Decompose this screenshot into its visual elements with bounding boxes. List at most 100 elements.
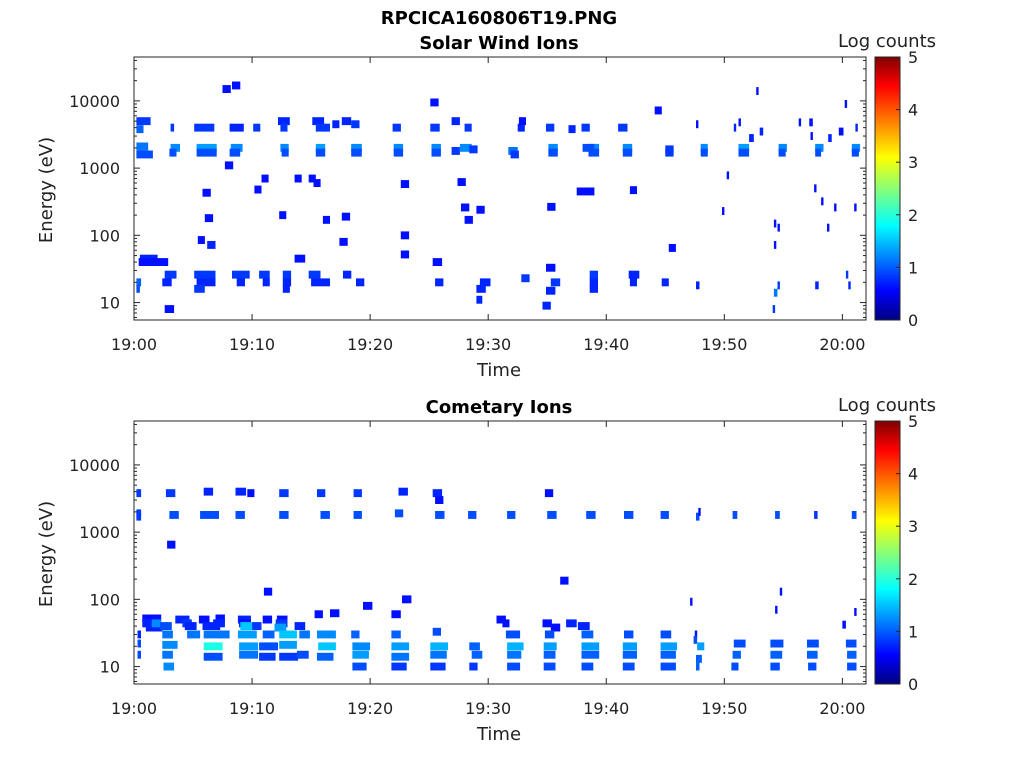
spectrogram-cell [660, 630, 672, 639]
spectrogram-cell [851, 511, 857, 519]
spectrogram-cell [196, 143, 217, 152]
spectrogram-cell [476, 205, 485, 214]
cometary-colorbar-label: Log counts [838, 395, 936, 416]
spectrogram-cell [138, 258, 169, 266]
spectrogram-cell [693, 635, 698, 644]
spectrogram-cell [198, 615, 210, 624]
spectrogram-cell [432, 258, 443, 266]
spectrogram-cell [629, 186, 637, 195]
spectrogram-cell [510, 150, 519, 159]
spectrogram-cell [353, 489, 362, 498]
spectrogram-cell [581, 662, 594, 671]
spectrogram-cell [502, 619, 510, 628]
spectrogram-cell [844, 100, 848, 108]
spectrogram-cell [548, 143, 558, 152]
spectrogram-cell [259, 270, 270, 279]
spectrogram-cell [560, 576, 569, 585]
spectrogram-cell [660, 642, 678, 651]
spectrogram-cell [851, 148, 859, 157]
spectrogram-cell [169, 511, 179, 519]
solar-wind-title: Solar Wind Ions [419, 33, 578, 54]
spectrogram-cell [566, 619, 577, 628]
spectrogram-cell [809, 118, 813, 127]
colorbar [874, 420, 901, 685]
spectrogram-cell [548, 148, 558, 157]
spectrogram-cell [312, 117, 325, 126]
spectrogram-cell [582, 143, 595, 152]
spectrogram-cell [253, 123, 261, 132]
spectrogram-cell [431, 143, 441, 152]
spectrogram-cell [464, 215, 473, 224]
spectrogram-cell [351, 630, 360, 639]
spectrogram-cell [430, 98, 439, 107]
spectrogram-cell [854, 203, 857, 212]
spectrogram-cell [770, 662, 780, 671]
spectrogram-cell [203, 642, 223, 651]
spectrogram-cell [137, 650, 141, 659]
spectrogram-cell [254, 185, 262, 194]
spectrogram-cell [435, 278, 444, 287]
spectrogram-cell [854, 608, 857, 616]
spectrogram-cell [308, 174, 316, 183]
spectrogram-cell [628, 270, 640, 279]
spectrogram-cell [315, 123, 326, 132]
colorbar [874, 56, 901, 321]
spectrogram-cell [296, 650, 309, 659]
spectrogram-cell [136, 150, 153, 159]
spectrogram-cell [834, 203, 837, 212]
spectrogram-cell [550, 623, 561, 632]
spectrogram-cell [814, 511, 818, 519]
spectrogram-cell [808, 662, 817, 671]
spectrogram-cell [828, 134, 832, 142]
spectrogram-cell [546, 286, 556, 295]
spectrogram-cell [479, 278, 491, 287]
spectrogram-cell [353, 511, 362, 519]
spectrogram-cell [137, 639, 141, 648]
spectrogram-cell [207, 241, 216, 249]
cometary-ylabel: Energy (eV) [36, 501, 57, 607]
spectrogram-cell [222, 85, 231, 93]
spectrogram-cell [261, 174, 269, 183]
spectrogram-cell [507, 642, 524, 651]
spectrogram-cell [468, 511, 477, 519]
spectrogram-cell [469, 145, 478, 154]
spectrogram-cell [213, 619, 225, 628]
spectrogram-cell [352, 642, 371, 651]
spectrogram-cell [318, 642, 336, 651]
spectrogram-cell [136, 512, 142, 521]
spectrogram-cell [164, 270, 177, 279]
spectrogram-cell [546, 123, 555, 132]
spectrogram-cell [544, 489, 554, 498]
colorbar-tick-label: 3 [908, 517, 918, 536]
spectrogram-cell [464, 123, 472, 132]
y-tick-label: 10000 [69, 92, 120, 111]
spectrogram-cells [136, 81, 861, 313]
spectrogram-cell [696, 662, 700, 671]
x-tick-label: 19:40 [583, 699, 629, 718]
spectrogram-cell [294, 174, 302, 183]
spectrogram-cell [137, 630, 141, 639]
spectrogram-cell [196, 278, 216, 287]
spectrogram-cell [279, 511, 289, 519]
colorbar-tick-label: 2 [908, 206, 918, 225]
spectrogram-cell [855, 123, 858, 132]
spectrogram-cell [136, 142, 149, 151]
spectrogram-cell [194, 284, 205, 293]
spectrogram-cell [165, 489, 176, 498]
spectrogram-cell [320, 511, 330, 519]
spectrogram-cell [700, 143, 708, 152]
spectrogram-cell [807, 650, 818, 659]
spectrogram-cell [398, 487, 408, 496]
spectrogram-cell [402, 595, 412, 604]
spectrogram-cell [726, 171, 730, 180]
spectrogram-cell [164, 305, 175, 313]
spectrogram-cell [219, 630, 230, 639]
spectrogram-cell [507, 650, 522, 659]
spectrogram-cell [518, 117, 526, 126]
spectrogram-cell [394, 509, 404, 518]
spectrogram-cell [732, 650, 741, 659]
x-tick-label: 19:20 [347, 699, 393, 718]
spectrogram-cell [779, 587, 783, 596]
spectrogram-cell [391, 662, 407, 671]
spectrogram-cell [847, 650, 857, 659]
